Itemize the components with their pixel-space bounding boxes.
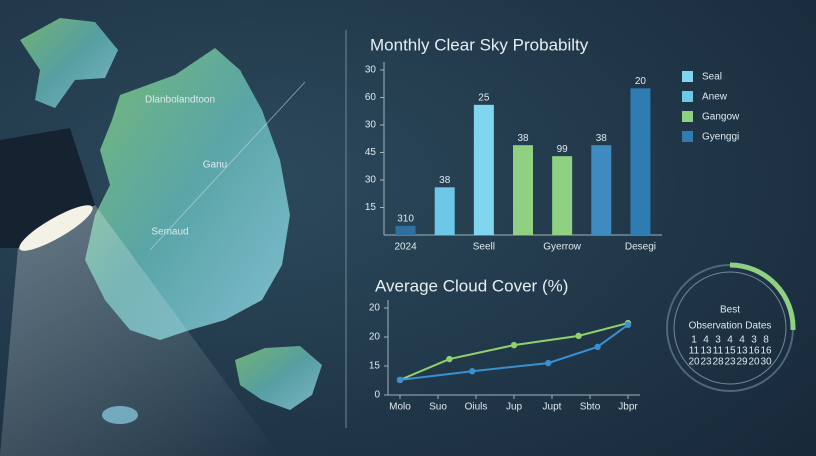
calendar-day: 23 — [724, 357, 736, 368]
bar — [630, 88, 651, 235]
map-label: Semaud — [151, 227, 188, 238]
legend-label: Gyenggi — [702, 132, 739, 143]
chart-title: Monthly Clear Sky Probabilty — [370, 35, 589, 54]
y-tick-label: 15 — [369, 361, 381, 372]
y-tick-label: 30 — [365, 120, 377, 131]
x-tick-label: Jup — [506, 402, 523, 413]
bar — [513, 145, 533, 235]
calendar-day: 29 — [736, 357, 748, 368]
map — [0, 18, 322, 456]
calendar-day: 16 — [760, 346, 772, 357]
x-tick-label: Suo — [429, 402, 447, 413]
calendar-subtitle: Observation Dates — [689, 321, 772, 332]
calendar-title: Best — [720, 305, 740, 316]
bar-annotation: 38 — [439, 175, 451, 186]
x-tick-label: Jupt — [543, 402, 562, 413]
legend-label: Gangow — [702, 112, 740, 123]
point — [510, 341, 518, 349]
bar-annotation: 99 — [557, 144, 569, 155]
point — [446, 355, 453, 363]
calendar-day: 15 — [724, 346, 736, 357]
calendar-day: 11 — [689, 346, 700, 357]
x-tick-label: Molo — [389, 402, 411, 413]
legend-swatch — [682, 111, 693, 122]
y-tick-label: 45 — [365, 147, 377, 158]
x-tick-label: Sbto — [580, 402, 601, 413]
calendar-day: 30 — [760, 357, 772, 368]
calendar-day: 20 — [688, 357, 700, 368]
x-tick-label: Gyerrow — [543, 242, 582, 253]
x-tick-label: Oiuls — [465, 402, 488, 413]
bar-annotation: 38 — [517, 133, 529, 144]
calendar-day: 11 — [713, 346, 724, 357]
calendar-day: 3 — [751, 335, 757, 346]
point — [575, 332, 582, 340]
bar — [591, 145, 612, 235]
legend-label: Seal — [702, 72, 722, 83]
calendar-day: 4 — [739, 335, 745, 346]
y-tick-label: 60 — [365, 92, 377, 103]
calendar-day: 16 — [748, 346, 760, 357]
y-tick-label: 20 — [369, 332, 381, 343]
y-tick-label: 30 — [365, 175, 377, 186]
x-tick-label: Jbpr — [618, 402, 638, 413]
x-tick-label: Seell — [473, 242, 495, 253]
calendar-day: 4 — [703, 335, 709, 346]
map-label: Dlanbolandtoon — [145, 95, 215, 106]
calendar-day: 28 — [712, 357, 724, 368]
bar-annotation: 38 — [596, 133, 608, 144]
bar-annotation: 20 — [635, 76, 647, 87]
calendar-day: 8 — [763, 335, 769, 346]
legend-swatch — [682, 91, 693, 102]
bar-annotation: 25 — [478, 92, 490, 103]
legend-swatch — [682, 71, 693, 82]
bar — [395, 225, 416, 235]
y-tick-label: 0 — [374, 390, 380, 401]
point — [396, 376, 404, 384]
calendar-day: 20 — [748, 357, 760, 368]
bar — [552, 156, 573, 235]
point — [624, 321, 632, 329]
calendar-day: 13 — [736, 346, 748, 357]
bar — [473, 104, 494, 235]
y-tick-label: 20 — [369, 303, 381, 314]
legend-label: Anew — [702, 92, 728, 103]
bar — [434, 187, 455, 235]
calendar-day: 4 — [727, 335, 733, 346]
legend-swatch — [682, 131, 693, 142]
calendar-day: 1 — [691, 335, 697, 346]
point — [594, 343, 601, 351]
point — [545, 359, 552, 367]
y-tick-label: 15 — [365, 202, 377, 213]
chart-title: Average Cloud Cover (%) — [375, 276, 568, 295]
calendar-day: 13 — [700, 346, 712, 357]
map-label: Ganu — [203, 160, 227, 171]
bar-annotation: 310 — [397, 213, 414, 224]
x-tick-label: 2024 — [394, 242, 417, 253]
calendar-ring — [666, 262, 796, 392]
y-tick-label: 30 — [365, 65, 377, 76]
point — [469, 368, 476, 375]
x-tick-label: Desegi — [625, 242, 656, 253]
calendar-day: 3 — [715, 335, 721, 346]
calendar-day: 23 — [700, 357, 712, 368]
